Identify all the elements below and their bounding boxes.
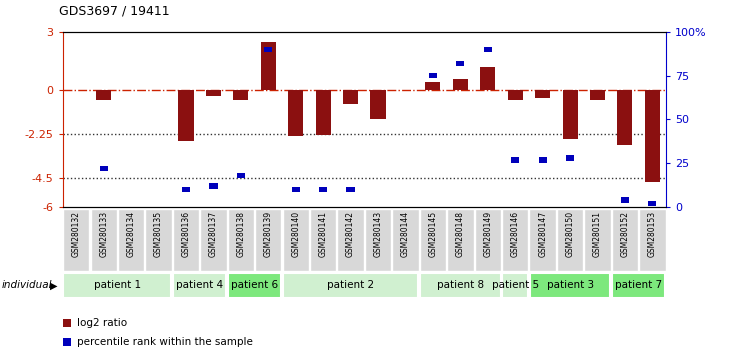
Text: GSM280143: GSM280143 xyxy=(374,211,383,257)
Text: patient 2: patient 2 xyxy=(327,280,374,290)
Text: GSM280149: GSM280149 xyxy=(484,211,492,257)
Bar xyxy=(96,90,111,100)
Text: GSM280134: GSM280134 xyxy=(127,211,135,257)
Text: GSM280137: GSM280137 xyxy=(209,211,218,257)
Bar xyxy=(319,187,328,192)
Bar xyxy=(535,90,551,98)
Bar xyxy=(511,157,520,162)
Text: GSM280139: GSM280139 xyxy=(263,211,273,257)
Text: GSM280140: GSM280140 xyxy=(291,211,300,257)
Text: GSM280145: GSM280145 xyxy=(428,211,437,257)
Text: GSM280135: GSM280135 xyxy=(154,211,163,257)
Text: percentile rank within the sample: percentile rank within the sample xyxy=(77,337,253,347)
FancyBboxPatch shape xyxy=(584,209,611,271)
Bar xyxy=(261,41,276,90)
Text: patient 3: patient 3 xyxy=(547,280,594,290)
FancyBboxPatch shape xyxy=(63,273,171,298)
Bar xyxy=(453,79,468,90)
FancyBboxPatch shape xyxy=(91,209,117,271)
Bar xyxy=(233,90,249,100)
Text: GSM280132: GSM280132 xyxy=(72,211,81,257)
Text: GSM280138: GSM280138 xyxy=(236,211,245,257)
FancyBboxPatch shape xyxy=(392,209,419,271)
Text: GSM280146: GSM280146 xyxy=(511,211,520,257)
Bar xyxy=(618,90,632,145)
Bar xyxy=(237,173,245,178)
Bar xyxy=(590,90,605,100)
FancyBboxPatch shape xyxy=(612,209,638,271)
Bar xyxy=(539,157,547,162)
FancyBboxPatch shape xyxy=(475,209,501,271)
FancyBboxPatch shape xyxy=(420,273,500,298)
FancyBboxPatch shape xyxy=(529,209,556,271)
Text: GSM280141: GSM280141 xyxy=(319,211,328,257)
FancyBboxPatch shape xyxy=(283,273,418,298)
Bar xyxy=(648,201,657,206)
Text: GSM280152: GSM280152 xyxy=(620,211,629,257)
Bar xyxy=(343,90,358,104)
Bar xyxy=(484,47,492,52)
Bar xyxy=(480,67,495,90)
Text: GDS3697 / 19411: GDS3697 / 19411 xyxy=(59,5,169,18)
FancyBboxPatch shape xyxy=(365,209,392,271)
FancyBboxPatch shape xyxy=(63,209,90,271)
FancyBboxPatch shape xyxy=(200,209,227,271)
Text: GSM280151: GSM280151 xyxy=(593,211,602,257)
Bar xyxy=(508,90,523,100)
FancyBboxPatch shape xyxy=(447,209,473,271)
Text: GSM280147: GSM280147 xyxy=(538,211,547,257)
FancyBboxPatch shape xyxy=(283,209,309,271)
Text: GSM280136: GSM280136 xyxy=(182,211,191,257)
FancyBboxPatch shape xyxy=(118,209,144,271)
Bar xyxy=(429,73,437,78)
FancyBboxPatch shape xyxy=(310,209,336,271)
Bar xyxy=(370,90,386,119)
Bar xyxy=(347,187,355,192)
FancyBboxPatch shape xyxy=(639,209,665,271)
Text: patient 1: patient 1 xyxy=(94,280,141,290)
FancyBboxPatch shape xyxy=(146,209,171,271)
FancyBboxPatch shape xyxy=(228,273,281,298)
Bar xyxy=(99,166,107,171)
Text: GSM280150: GSM280150 xyxy=(565,211,575,257)
FancyBboxPatch shape xyxy=(502,273,528,298)
Bar xyxy=(178,90,194,141)
FancyBboxPatch shape xyxy=(173,209,199,271)
Bar xyxy=(289,90,303,136)
Text: patient 4: patient 4 xyxy=(176,280,223,290)
Bar xyxy=(316,90,330,135)
FancyBboxPatch shape xyxy=(227,209,254,271)
FancyBboxPatch shape xyxy=(173,273,227,298)
Text: GSM280148: GSM280148 xyxy=(456,211,465,257)
Bar xyxy=(209,183,218,189)
Text: GSM280153: GSM280153 xyxy=(648,211,657,257)
Text: patient 5: patient 5 xyxy=(492,280,539,290)
FancyBboxPatch shape xyxy=(420,209,446,271)
Text: GSM280144: GSM280144 xyxy=(401,211,410,257)
Bar xyxy=(456,61,464,66)
FancyBboxPatch shape xyxy=(530,273,610,298)
FancyBboxPatch shape xyxy=(612,273,665,298)
Bar xyxy=(291,187,300,192)
Bar xyxy=(566,155,574,161)
Text: patient 8: patient 8 xyxy=(436,280,484,290)
Bar xyxy=(645,90,660,182)
Text: patient 6: patient 6 xyxy=(231,280,278,290)
Bar xyxy=(182,187,190,192)
Bar xyxy=(425,82,440,90)
Text: ▶: ▶ xyxy=(50,280,57,290)
Text: GSM280142: GSM280142 xyxy=(346,211,355,257)
FancyBboxPatch shape xyxy=(255,209,281,271)
Bar xyxy=(264,47,272,52)
Text: log2 ratio: log2 ratio xyxy=(77,318,127,328)
FancyBboxPatch shape xyxy=(557,209,583,271)
FancyBboxPatch shape xyxy=(502,209,528,271)
Text: patient 7: patient 7 xyxy=(615,280,662,290)
Text: GSM280133: GSM280133 xyxy=(99,211,108,257)
Bar xyxy=(562,90,578,139)
FancyBboxPatch shape xyxy=(337,209,364,271)
Text: individual: individual xyxy=(1,280,52,290)
Bar xyxy=(206,90,221,96)
Bar xyxy=(621,197,629,203)
